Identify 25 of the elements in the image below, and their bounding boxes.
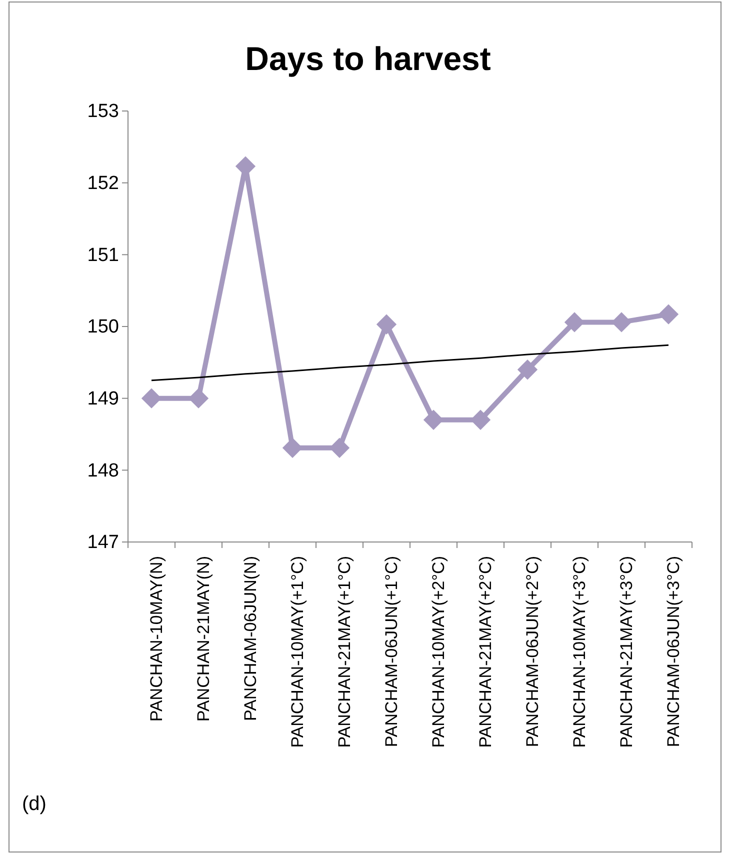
y-tick-label: 153 (87, 101, 119, 122)
y-tick-label: 149 (87, 388, 119, 410)
x-tick-label: PANCHAM-06JUN(+2°C) (522, 556, 542, 748)
x-tick-label: PANCHAM-06JUN(+3°C) (664, 556, 683, 748)
x-tick-label: PANCHAN-10MAY(+2°C) (428, 556, 448, 748)
chart-title: Days to harvest (245, 40, 491, 77)
x-tick-label: PANCHAN-10MAY(+1°C) (288, 556, 307, 748)
y-tick-label: 150 (87, 316, 119, 338)
x-tick-label: PANCHAN-10MAY(N) (146, 556, 166, 722)
point (376, 314, 397, 334)
y-tick-label: 148 (87, 460, 119, 482)
line-series (150, 344, 670, 382)
x-tick-label: PANCHAM-06JUN(+1°C) (382, 556, 401, 748)
x-tick-label: PANCHAN-21MAY(+3°C) (616, 556, 636, 748)
point (517, 360, 538, 380)
point (658, 304, 679, 324)
x-tick-label: PANCHAN-21MAY(+1°C) (334, 556, 354, 748)
x-tick-label: PANCHAN-10MAY(+3°C) (570, 556, 589, 748)
y-tick-label: 147 (87, 532, 119, 554)
x-tick-label: PANCHAN-21MAY(+2°C) (476, 556, 495, 748)
text: (d) (22, 793, 46, 815)
x-tick-label: PANCHAM-06JUN(N) (240, 556, 260, 721)
y-tick-label: 152 (87, 172, 119, 194)
x-tick-label: PANCHAN-21MAY(N) (194, 556, 213, 722)
y-tick-label: 151 (87, 244, 119, 266)
